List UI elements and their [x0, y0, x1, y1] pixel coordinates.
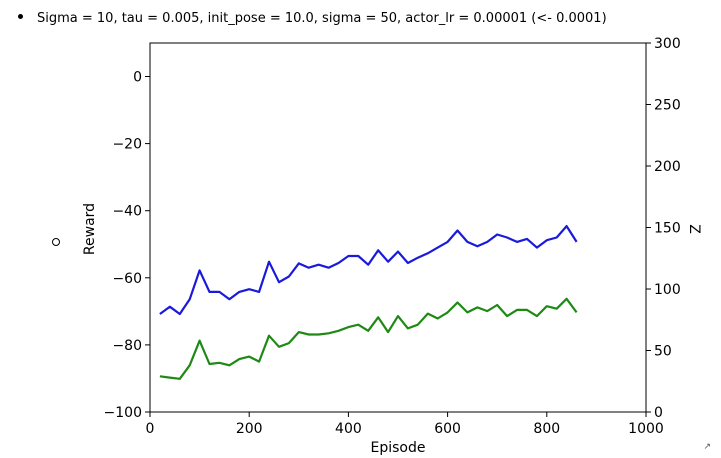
y2-tick-label: 200: [654, 159, 681, 175]
x-tick-label: 600: [434, 421, 461, 437]
x-tick-label: 1000: [628, 421, 664, 437]
resize-handle-icon[interactable]: ↗: [703, 442, 711, 452]
x-tick-label: 800: [533, 421, 560, 437]
y-axis-label: Reward: [82, 203, 98, 255]
y-tick-label: −100: [104, 405, 142, 421]
y2-tick-label: 250: [654, 98, 681, 114]
y-tick-label: −20: [112, 137, 142, 153]
y-tick-label: −60: [112, 271, 142, 287]
x-tick-label: 200: [236, 421, 263, 437]
x-tick-label: 400: [335, 421, 362, 437]
y2-axis-label: Z: [686, 224, 702, 234]
x-tick-label: 0: [146, 421, 155, 437]
reward-series-line: [159, 225, 578, 316]
experiment-description: Sigma = 10, tau = 0.005, init_pose = 10.…: [18, 11, 607, 26]
bullet-icon: [18, 14, 23, 19]
y2-tick-label: 0: [654, 405, 663, 421]
hollow-bullet-icon: [52, 238, 60, 246]
experiment-description-text: Sigma = 10, tau = 0.005, init_pose = 10.…: [37, 11, 607, 26]
y2-tick-label: 50: [654, 344, 672, 360]
y-tick-label: 0: [133, 70, 142, 86]
x-axis-label: Episode: [371, 440, 426, 456]
y2-tick-label: 100: [654, 282, 681, 298]
z-series-line: [159, 297, 578, 380]
y2-tick-label: 150: [654, 221, 681, 237]
y-tick-label: −80: [112, 338, 142, 354]
plot-frame: [149, 42, 647, 413]
y-tick-label: −40: [112, 204, 142, 220]
y2-tick-label: 300: [654, 36, 681, 52]
